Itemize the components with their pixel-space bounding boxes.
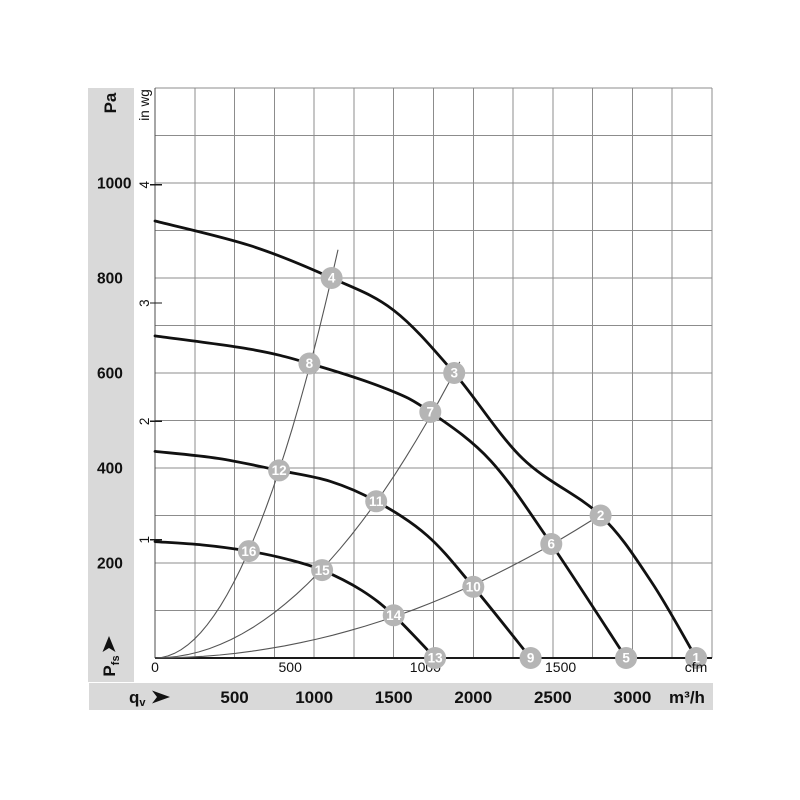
m3h-tick-label: 2000	[454, 688, 492, 707]
operating-point-marker: 11	[365, 490, 388, 513]
operating-point-number: 7	[427, 405, 435, 420]
operating-point-circle	[237, 540, 260, 563]
cfm-unit-label: cfm	[685, 659, 708, 675]
operating-point-marker: 15	[311, 559, 334, 582]
operating-point-number: 11	[369, 494, 384, 509]
pa-unit-label: Pa	[101, 92, 120, 113]
cfm-tick-labels: 0 500 1000 1500	[151, 659, 576, 675]
operating-point-marker: 14	[382, 604, 405, 627]
pa-tick-label: 800	[97, 271, 123, 288]
operating-point-marker: 8	[298, 352, 321, 375]
operating-point-number: 14	[386, 608, 402, 623]
operating-point-marker: 9	[519, 647, 542, 669]
qv-axis-label-main: q	[129, 688, 139, 707]
pa-tick-label: 1000	[97, 176, 131, 193]
m3h-tick-label: 1500	[375, 688, 413, 707]
operating-point-circle	[462, 575, 485, 598]
m3h-tick-label: 500	[220, 688, 248, 707]
pa-tick-label: 400	[97, 461, 123, 478]
operating-point-number: 3	[450, 366, 458, 381]
operating-point-circle	[382, 604, 405, 627]
inwg-tick-label: 2	[137, 418, 152, 426]
operating-point-number: 6	[548, 537, 556, 552]
operating-point-number: 10	[466, 580, 481, 595]
operating-point-circle	[540, 533, 563, 555]
operating-point-number: 9	[527, 651, 535, 666]
operating-point-number: 12	[272, 463, 287, 478]
m3h-tick-label: 1000	[295, 688, 333, 707]
operating-point-number: 15	[315, 563, 331, 578]
inwg-tick-label: 3	[137, 299, 152, 307]
operating-point-marker: 16	[237, 540, 260, 563]
fan-curve-4	[153, 540, 437, 660]
pa-tick-labels: 200 400 600 800 1000	[97, 176, 131, 573]
operating-point-circle	[320, 267, 343, 289]
m3h-unit-label: m³/h	[669, 688, 705, 707]
system-curve-mid	[154, 361, 461, 659]
inwg-tick-labels: 1 2 3 4	[137, 180, 162, 543]
cfm-tick-label: 1500	[545, 659, 576, 675]
operating-point-marker: 12	[268, 459, 291, 482]
operating-point-number: 16	[241, 544, 257, 559]
fan-curve-3	[153, 450, 532, 660]
inwg-unit-label: in wg	[137, 89, 152, 121]
inwg-tick-label: 4	[137, 180, 152, 188]
fan-curve-1	[153, 219, 698, 660]
operating-point-number: 5	[622, 651, 630, 666]
operating-point-circle	[268, 459, 291, 482]
pfs-axis-label-sub: fs	[110, 655, 122, 665]
cfm-tick-label: 0	[151, 659, 159, 675]
qv-axis-label-sub: v	[139, 697, 146, 709]
operating-point-circle	[589, 504, 612, 527]
operating-point-number: 2	[597, 508, 605, 523]
system-curves	[154, 249, 609, 659]
pa-scale-band	[88, 88, 134, 682]
operating-point-circle	[519, 647, 542, 669]
system-curve-flat	[154, 509, 609, 659]
operating-point-circle	[298, 352, 321, 375]
operating-point-circle	[365, 490, 388, 513]
operating-point-number: 1	[692, 651, 700, 666]
operating-point-marker: 3	[443, 362, 466, 384]
grid	[154, 87, 713, 659]
operating-point-number: 4	[328, 271, 336, 286]
operating-point-marker: 5	[615, 647, 638, 669]
pfs-arrow-up-icon	[102, 636, 116, 652]
operating-point-marker: 2	[589, 504, 612, 527]
qv-arrow-right-icon	[152, 690, 170, 704]
operating-point-marker: 7	[419, 401, 442, 423]
operating-point-number: 8	[306, 356, 314, 371]
pa-tick-label: 600	[97, 366, 123, 383]
operating-point-marker: 10	[462, 575, 485, 598]
inwg-tick-label: 1	[137, 536, 152, 544]
operating-point-marker: 4	[320, 267, 343, 289]
qv-axis-label: qv	[129, 688, 146, 709]
pfs-axis-label-main: P	[100, 665, 119, 676]
cfm-tick-label: 500	[279, 659, 303, 675]
operating-point-marker: 13	[424, 647, 447, 669]
operating-point-number: 13	[428, 651, 444, 666]
m3h-tick-labels: 500 1000 1500 2000 2500 3000	[220, 688, 651, 707]
pa-tick-label: 200	[97, 556, 123, 573]
m3h-tick-label: 2500	[534, 688, 572, 707]
operating-point-circle	[424, 647, 447, 669]
operating-point-circle	[685, 647, 708, 669]
operating-point-marker: 6	[540, 533, 563, 555]
m3h-tick-label: 3000	[614, 688, 652, 707]
qv-scale-band	[89, 683, 713, 710]
operating-point-circle	[419, 401, 442, 423]
operating-point-circle	[443, 362, 466, 384]
operating-point-marker: 1	[685, 647, 708, 669]
operating-point-circle	[311, 559, 334, 582]
fan-curves	[153, 219, 698, 660]
operating-point-circle	[615, 647, 638, 669]
pfs-axis-label: Pfs	[100, 655, 122, 676]
